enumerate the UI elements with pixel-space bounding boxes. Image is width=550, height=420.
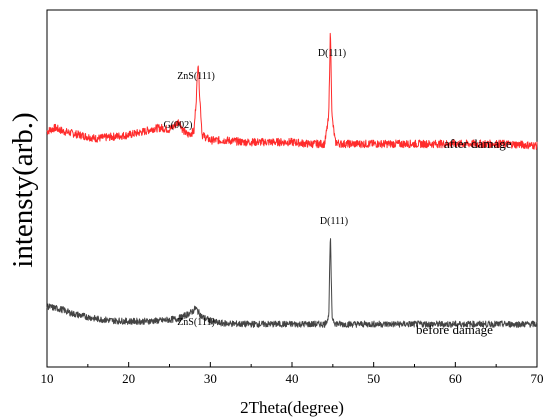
label-before-zns111: ZnS(111) (177, 317, 215, 328)
x-tick-label: 60 (449, 371, 462, 386)
x-axis-ticks: 10 20 30 40 50 60 70 (41, 362, 544, 386)
plot-frame (46, 9, 538, 368)
label-before-d111: D(111) (320, 216, 348, 227)
x-tick-label: 20 (122, 371, 135, 386)
y-axis-label: intensty(arb.) (7, 112, 39, 267)
x-axis-label: 2Theta(degree) (240, 398, 344, 417)
series-lines (46, 32, 538, 328)
series-line-after-damage (46, 32, 538, 150)
x-tick-label: 10 (41, 371, 54, 386)
legend-after-damage: after damage (444, 136, 512, 151)
label-after-zns111: ZnS(111) (177, 71, 215, 82)
x-tick-label: 40 (286, 371, 299, 386)
series-line-before-damage (46, 238, 538, 328)
x-tick-label: 70 (531, 371, 544, 386)
label-after-d111: D(111) (318, 48, 346, 59)
x-tick-label: 30 (204, 371, 217, 386)
legend-before-damage: before damage (416, 322, 493, 337)
x-tick-label: 50 (367, 371, 380, 386)
label-after-g002: G(002) (164, 120, 193, 131)
